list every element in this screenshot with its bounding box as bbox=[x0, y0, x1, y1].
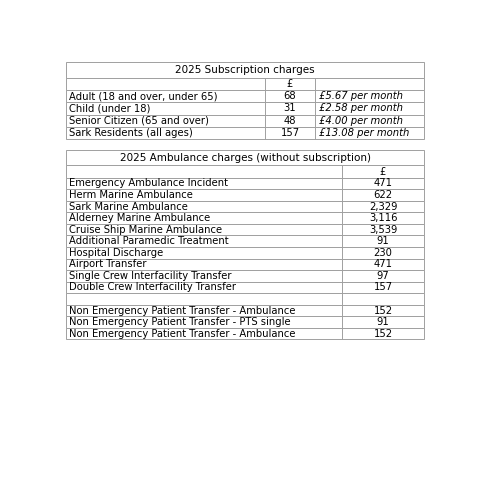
Text: 31: 31 bbox=[284, 103, 296, 113]
Text: 152: 152 bbox=[373, 306, 393, 315]
Bar bbox=[66, 259, 424, 270]
Text: Double Crew Interfacility Transfer: Double Crew Interfacility Transfer bbox=[69, 282, 236, 292]
Bar bbox=[66, 282, 424, 293]
Text: 3,539: 3,539 bbox=[369, 225, 397, 235]
Text: 471: 471 bbox=[373, 179, 393, 189]
Text: 2,329: 2,329 bbox=[369, 202, 397, 212]
Text: £2.58 per month: £2.58 per month bbox=[319, 103, 403, 113]
Bar bbox=[66, 78, 424, 90]
Text: 97: 97 bbox=[377, 271, 389, 281]
Text: Senior Citizen (65 and over): Senior Citizen (65 and over) bbox=[69, 116, 209, 126]
Text: Sark Marine Ambulance: Sark Marine Ambulance bbox=[69, 202, 188, 212]
Text: 157: 157 bbox=[373, 282, 393, 292]
Bar bbox=[66, 305, 424, 316]
Bar bbox=[66, 212, 424, 224]
Bar bbox=[66, 247, 424, 259]
Text: Additional Paramedic Treatment: Additional Paramedic Treatment bbox=[69, 236, 229, 246]
Text: 152: 152 bbox=[373, 329, 393, 339]
Text: 157: 157 bbox=[280, 128, 300, 138]
Text: Herm Marine Ambulance: Herm Marine Ambulance bbox=[69, 190, 193, 200]
Bar bbox=[66, 102, 424, 115]
Bar bbox=[66, 127, 424, 139]
Text: 2025 Subscription charges: 2025 Subscription charges bbox=[175, 65, 315, 75]
Text: 3,116: 3,116 bbox=[369, 213, 397, 223]
Text: Single Crew Interfacility Transfer: Single Crew Interfacility Transfer bbox=[69, 271, 232, 281]
Text: Emergency Ambulance Incident: Emergency Ambulance Incident bbox=[69, 179, 228, 189]
Bar bbox=[66, 90, 424, 102]
Bar bbox=[66, 166, 424, 178]
Text: 91: 91 bbox=[377, 236, 389, 246]
Text: £: £ bbox=[380, 167, 386, 177]
Bar bbox=[66, 328, 424, 339]
Bar bbox=[66, 270, 424, 282]
Text: Non Emergency Patient Transfer - Ambulance: Non Emergency Patient Transfer - Ambulan… bbox=[69, 329, 296, 339]
Text: 68: 68 bbox=[284, 91, 296, 101]
Text: 91: 91 bbox=[377, 317, 389, 327]
Text: 622: 622 bbox=[373, 190, 393, 200]
Bar bbox=[66, 178, 424, 189]
Text: Alderney Marine Ambulance: Alderney Marine Ambulance bbox=[69, 213, 211, 223]
Bar bbox=[66, 150, 424, 166]
Bar bbox=[66, 201, 424, 212]
Text: Non Emergency Patient Transfer - PTS single: Non Emergency Patient Transfer - PTS sin… bbox=[69, 317, 291, 327]
Text: Airport Transfer: Airport Transfer bbox=[69, 259, 147, 269]
Bar bbox=[66, 189, 424, 201]
Bar bbox=[66, 316, 424, 328]
Text: £4.00 per month: £4.00 per month bbox=[319, 116, 403, 126]
Text: 2025 Ambulance charges (without subscription): 2025 Ambulance charges (without subscrip… bbox=[120, 153, 371, 163]
Bar bbox=[66, 236, 424, 247]
Bar bbox=[66, 293, 424, 305]
Text: Adult (18 and over, under 65): Adult (18 and over, under 65) bbox=[69, 91, 218, 101]
Text: Non Emergency Patient Transfer - Ambulance: Non Emergency Patient Transfer - Ambulan… bbox=[69, 306, 296, 315]
Text: £13.08 per month: £13.08 per month bbox=[319, 128, 409, 138]
Text: Sark Residents (all ages): Sark Residents (all ages) bbox=[69, 128, 193, 138]
Bar bbox=[66, 115, 424, 127]
Bar bbox=[66, 62, 424, 78]
Text: Child (under 18): Child (under 18) bbox=[69, 103, 151, 113]
Bar bbox=[66, 224, 424, 236]
Text: 471: 471 bbox=[373, 259, 393, 269]
Text: £: £ bbox=[287, 79, 293, 89]
Text: 230: 230 bbox=[373, 248, 393, 258]
Text: 48: 48 bbox=[284, 116, 296, 126]
Text: Cruise Ship Marine Ambulance: Cruise Ship Marine Ambulance bbox=[69, 225, 222, 235]
Text: £5.67 per month: £5.67 per month bbox=[319, 91, 403, 101]
Text: Hospital Discharge: Hospital Discharge bbox=[69, 248, 164, 258]
